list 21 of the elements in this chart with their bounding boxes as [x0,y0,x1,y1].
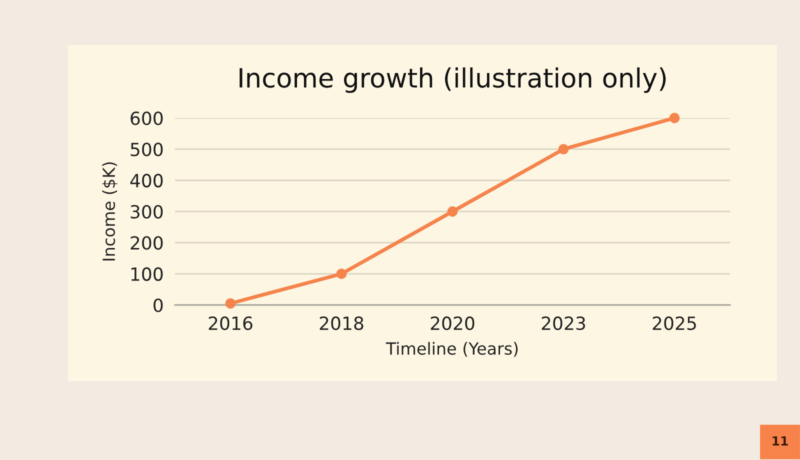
point [558,144,569,154]
y-tick-label: 100 [131,267,163,281]
x-tick-label: 2020 [430,316,474,330]
x-axis-title: Timeline (Years) [386,342,518,357]
chart-title: Income growth (illustration only) [240,67,666,93]
y-tick-label: 300 [130,204,163,219]
y-tick-label: 400 [130,174,163,188]
point [669,112,680,124]
point [225,298,236,309]
y-axis-title: Income ($K) [102,162,118,260]
y-tick-label: 600 [130,111,163,126]
x-tick-label: 2025 [652,316,696,330]
x-tick-label: 2018 [320,316,364,330]
point [336,268,347,280]
x-tick-label: 2016 [208,316,252,330]
point [447,206,458,217]
y-tick-label: 200 [130,236,163,250]
x-tick-label: 2023 [542,316,586,330]
text: 11 [772,436,788,446]
y-tick-label: 500 [130,142,163,156]
y-tick-label: 0 [154,298,163,312]
